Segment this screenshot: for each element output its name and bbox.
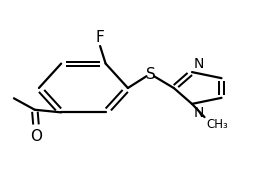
Text: O: O	[30, 129, 42, 144]
Text: F: F	[96, 30, 105, 45]
Text: CH₃: CH₃	[206, 118, 228, 131]
Text: N: N	[193, 106, 204, 120]
Text: N: N	[193, 57, 204, 71]
Text: S: S	[146, 67, 156, 82]
